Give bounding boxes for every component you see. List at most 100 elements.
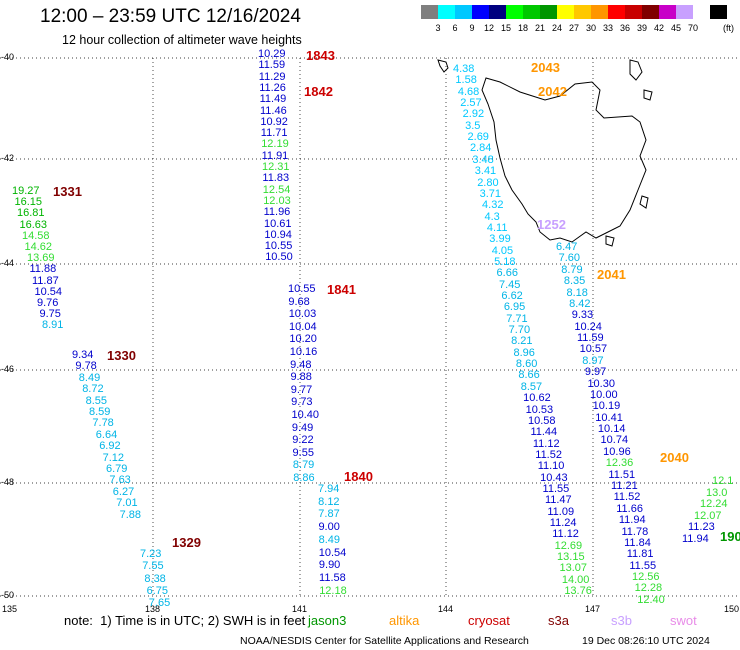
- swh-value: 11.29: [258, 70, 286, 83]
- colorbar-tick-label: 9: [469, 23, 475, 33]
- pass-time-label: 1330: [107, 348, 136, 363]
- swh-value: 8.59: [89, 406, 111, 418]
- swh-value: 6.27: [112, 485, 135, 498]
- swh-value: 10.00: [590, 388, 618, 401]
- swh-value: 4.32: [482, 199, 504, 212]
- swh-value: 12.1: [712, 475, 734, 487]
- swh-value: 7.88: [119, 508, 142, 521]
- colorbar-unit: (ft): [723, 23, 734, 33]
- colorbar-swatch: [676, 5, 693, 19]
- swh-value: 12.07: [694, 509, 722, 522]
- legend-item-swot: swot: [670, 613, 697, 628]
- swh-value: 9.48: [290, 358, 312, 371]
- swh-value: 11.52: [613, 491, 641, 504]
- colorbar-tick-label: 70: [687, 23, 698, 33]
- lon-tick-label: 138: [145, 604, 161, 614]
- swh-value: 11.84: [624, 536, 651, 549]
- swh-value: 10.53: [525, 403, 554, 416]
- swh-value: 12.03: [263, 194, 291, 207]
- swh-value: 14.62: [24, 241, 53, 253]
- swh-value: 11.12: [552, 528, 579, 541]
- swh-value: 11.94: [682, 533, 709, 545]
- swh-value: 8.38: [144, 572, 166, 585]
- swh-value: 8.55: [85, 394, 108, 407]
- swh-value: 7.01: [116, 497, 138, 510]
- pass-time-label: 1841: [327, 282, 356, 297]
- swh-value: 11.91: [261, 149, 289, 162]
- swh-value: 12.28: [634, 582, 663, 595]
- swh-value: 10.74: [600, 434, 629, 447]
- legend-item-cryosat: cryosat: [468, 613, 510, 628]
- swh-value: 7.78: [92, 417, 114, 430]
- swh-value: 11.09: [547, 505, 575, 518]
- swh-value: 9.68: [288, 295, 310, 308]
- swh-value: 8.66: [518, 369, 540, 382]
- tasmania-outline: [481, 77, 647, 243]
- swh-value: 11.71: [260, 127, 288, 140]
- swh-value: 3.5: [465, 119, 481, 132]
- colorbar-swatch: [591, 5, 608, 19]
- swh-value: 9.76: [37, 297, 59, 309]
- swh-value: 2.57: [460, 97, 482, 110]
- swh-value: 10.94: [264, 228, 292, 241]
- swh-value: 13.15: [557, 551, 585, 564]
- swh-value: 12.24: [700, 498, 728, 511]
- pass-time-label: 1842: [304, 84, 333, 99]
- swh-value: 8.97: [582, 354, 604, 367]
- colorbar-swatch: [523, 5, 540, 19]
- swh-value: 8.35: [563, 275, 586, 288]
- swh-value: 3.41: [474, 165, 497, 178]
- lat-tick-label: -46: [1, 364, 15, 374]
- swh-value: 11.96: [263, 206, 291, 219]
- swh-value: 9.34: [72, 349, 94, 361]
- swh-value: 16.81: [17, 207, 45, 220]
- tasmania-coastline: [437, 59, 653, 247]
- pass-time-label: 1331: [53, 184, 82, 199]
- cape-barren-island: [643, 89, 653, 101]
- swh-value: 6.47: [556, 241, 578, 253]
- swh-value: 8.57: [520, 380, 543, 393]
- swh-value: 11.55: [542, 482, 570, 495]
- swh-value: 13.07: [559, 562, 587, 575]
- colorbar-tick-label: 3: [435, 23, 441, 33]
- swh-value: 8.79: [292, 459, 315, 472]
- swh-value: 2.69: [467, 131, 489, 144]
- swh-value: 6.64: [95, 428, 118, 441]
- bruny-island: [605, 235, 615, 247]
- swh-value: 3.99: [489, 233, 511, 246]
- swh-value: 12.54: [262, 183, 291, 196]
- pass-time-label: 2042: [538, 84, 567, 99]
- swh-value: 10.04: [289, 320, 317, 333]
- swh-value: 2.80: [477, 176, 499, 189]
- maria-island: [639, 195, 649, 209]
- colorbar-swatch: [659, 5, 676, 19]
- swh-value: 11.49: [259, 93, 287, 106]
- swh-value: 9.73: [291, 396, 313, 409]
- swh-value: 8.96: [513, 346, 535, 359]
- colorbar-tick-label: 30: [585, 23, 596, 33]
- swh-value: 11.51: [608, 468, 636, 481]
- pass-time-label: 1329: [172, 535, 201, 550]
- swh-value: 11.46: [260, 104, 287, 117]
- swh-value: 11.26: [259, 81, 286, 94]
- lat-tick-label: -44: [1, 258, 15, 268]
- swh-value: 10.92: [260, 115, 288, 128]
- colorbar-swatch: [574, 5, 591, 19]
- colorbar-swatch: [642, 5, 659, 19]
- swh-value: 8.42: [569, 297, 591, 310]
- swh-value: 8.86: [293, 472, 315, 484]
- swh-value: 6.62: [501, 290, 523, 302]
- lat-tick-label: -48: [1, 477, 15, 487]
- swh-value: 10.41: [595, 411, 623, 424]
- swh-value: 10.55: [288, 283, 316, 295]
- swh-value: 8.12: [318, 495, 340, 508]
- swh-value: 8.91: [42, 319, 64, 332]
- colorbar-swatch: [438, 5, 455, 19]
- colorbar-tick-label: 6: [452, 23, 458, 33]
- swh-value: 5.18: [494, 255, 516, 268]
- colorbar-tick-label: 12: [483, 23, 494, 33]
- colorbar-swatch: [625, 5, 642, 19]
- pass-time-label: 2043: [531, 60, 560, 75]
- swh-value: 8.49: [78, 371, 101, 384]
- swh-value: 10.96: [603, 445, 631, 458]
